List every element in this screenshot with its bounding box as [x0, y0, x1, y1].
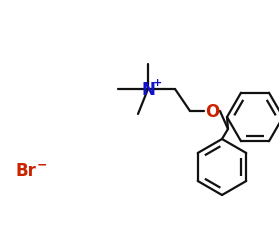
Text: O: O — [205, 103, 219, 121]
Text: N: N — [141, 81, 155, 99]
Text: +: + — [152, 78, 162, 88]
Text: −: − — [36, 158, 47, 171]
Text: Br: Br — [15, 161, 36, 179]
